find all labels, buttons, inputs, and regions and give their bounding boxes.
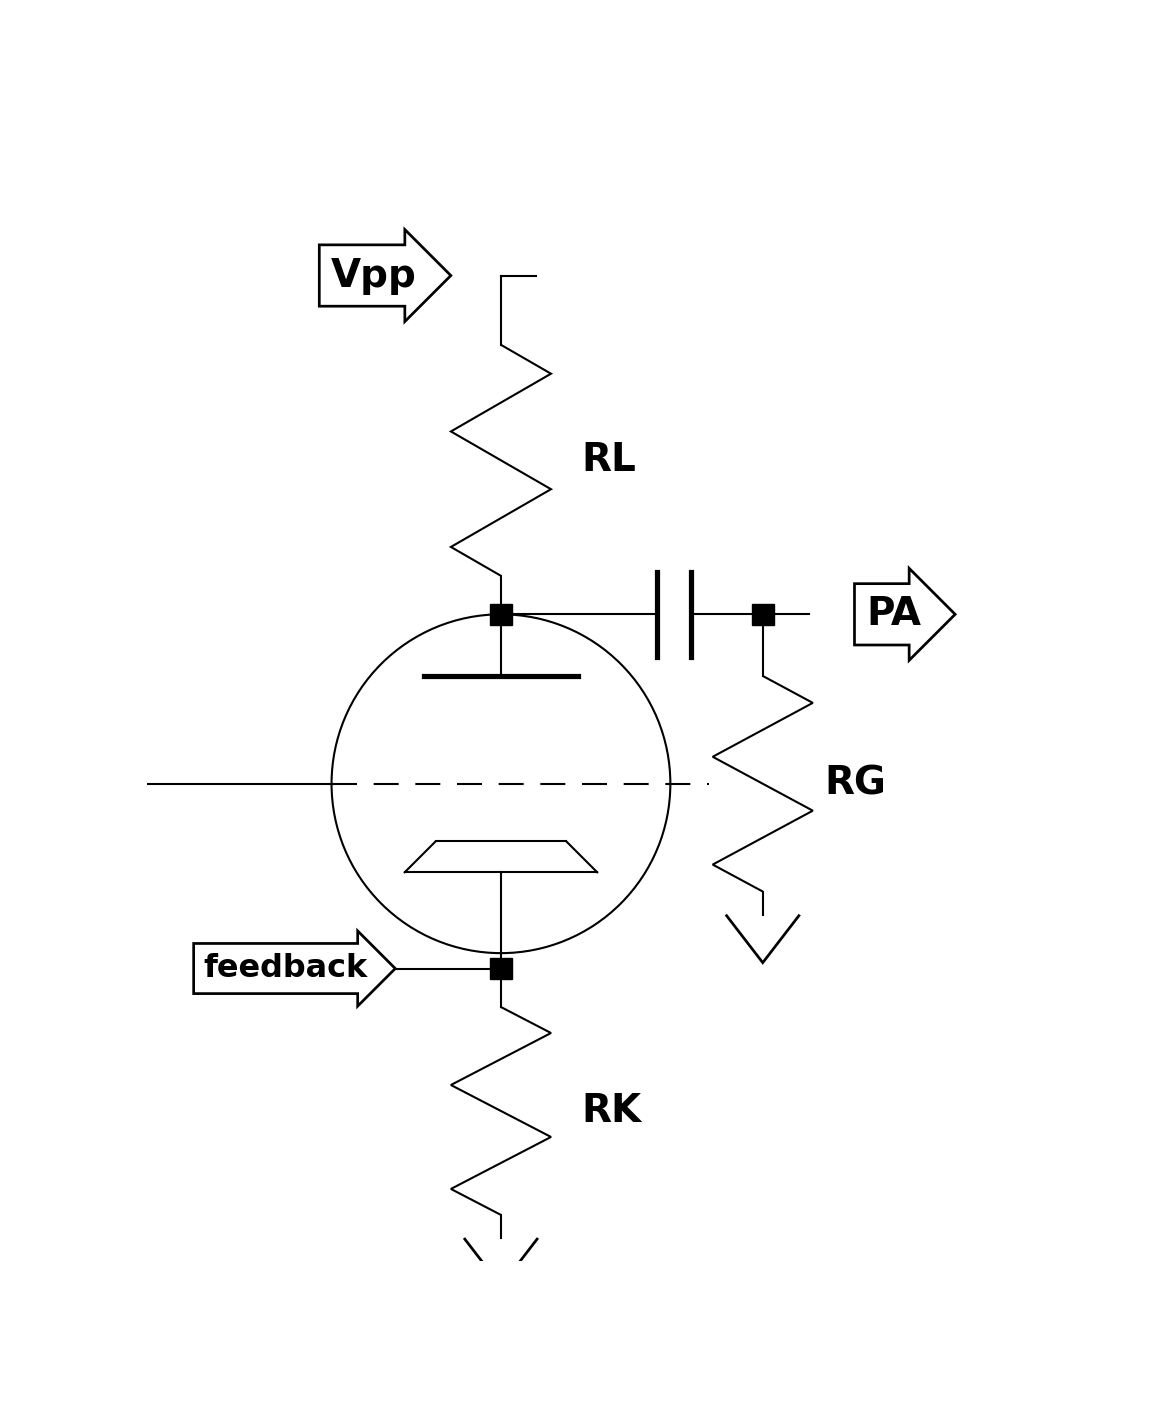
Text: PA: PA [867, 595, 921, 633]
Text: Vpp: Vpp [331, 256, 417, 295]
Bar [490, 604, 512, 625]
Text: RG: RG [824, 765, 886, 802]
Bar [752, 604, 773, 625]
Text: feedback: feedback [204, 954, 367, 983]
Text: RK: RK [581, 1093, 642, 1129]
Bar [490, 958, 512, 979]
Text: RL: RL [581, 441, 637, 479]
